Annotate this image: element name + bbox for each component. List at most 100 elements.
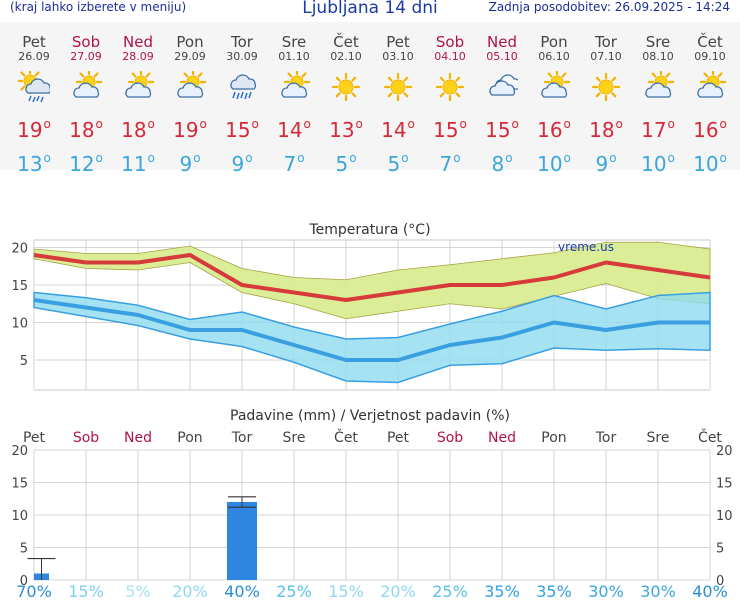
min-temp-value: 7 bbox=[283, 152, 297, 176]
day-column: Čet 02.10 13o 5o bbox=[320, 22, 372, 176]
max-temp: 15o bbox=[424, 113, 476, 141]
min-temp: 5o bbox=[320, 147, 372, 175]
degree-mark: o bbox=[147, 117, 155, 131]
precip-day-label: Ned bbox=[124, 430, 152, 446]
degree-mark: o bbox=[459, 117, 467, 131]
day-name: Pon bbox=[176, 33, 204, 51]
precip-day-label: Čet bbox=[698, 428, 722, 446]
sun-cloud-rain-icon bbox=[18, 71, 50, 103]
degree-mark: o bbox=[719, 117, 727, 131]
degree-mark: o bbox=[615, 117, 623, 131]
day-date: 04.10 bbox=[434, 50, 466, 63]
max-temp: 15o bbox=[476, 113, 528, 141]
min-temp-band bbox=[33, 291, 711, 384]
precip-day-label: Pon bbox=[541, 430, 566, 446]
min-temp: 5o bbox=[372, 147, 424, 175]
max-temp-value: 15 bbox=[485, 118, 511, 142]
max-temp-value: 16 bbox=[693, 118, 719, 142]
day-name: Sre bbox=[281, 33, 307, 51]
max-temp-value: 14 bbox=[277, 118, 303, 142]
min-temp-value: 11 bbox=[121, 152, 147, 176]
max-temp: 19o bbox=[8, 113, 60, 141]
precip-day-label: Pon bbox=[177, 430, 202, 446]
max-temp-value: 15 bbox=[433, 118, 459, 142]
max-temp: 16o bbox=[684, 113, 736, 141]
precip-probability: 70% bbox=[16, 582, 52, 600]
day-name: Pon bbox=[540, 33, 568, 51]
day-column: Tor 07.10 18o 9o bbox=[580, 22, 632, 176]
max-temp: 17o bbox=[632, 113, 684, 141]
precip-probability: 15% bbox=[68, 582, 104, 600]
precip-probability: 30% bbox=[588, 582, 624, 600]
day-column: Ned 05.10 15o 8o bbox=[476, 22, 528, 176]
day-name: Sob bbox=[71, 33, 101, 51]
sunny-icon bbox=[435, 72, 465, 102]
max-temp-value: 15 bbox=[225, 118, 251, 142]
max-temp-value: 14 bbox=[381, 118, 407, 142]
temp-y-tick: 15 bbox=[11, 279, 28, 294]
precip-day-label: Ned bbox=[488, 430, 516, 446]
degree-mark: o bbox=[407, 117, 415, 131]
day-date: 03.10 bbox=[382, 50, 414, 63]
precip-day-label: Tor bbox=[595, 430, 617, 446]
precip-day-label: Sre bbox=[647, 430, 670, 446]
partly-cloudy-icon bbox=[281, 71, 310, 98]
last-updated: Zadnja posodobitev: 26.09.2025 - 14:24 bbox=[488, 0, 730, 14]
day-column: Pon 06.10 16o 10o bbox=[528, 22, 580, 176]
degree-mark: o bbox=[43, 151, 51, 165]
precip-probability: 35% bbox=[484, 582, 520, 600]
precip-probability: 15% bbox=[328, 582, 364, 600]
max-temp-value: 16 bbox=[537, 118, 563, 142]
degree-mark: o bbox=[303, 117, 311, 131]
day-date: 07.10 bbox=[590, 50, 622, 63]
precip-probability: 25% bbox=[276, 582, 312, 600]
day-column: Pon 29.09 19o 9o bbox=[164, 22, 216, 176]
max-temp-line bbox=[33, 253, 711, 302]
day-column: Ned 28.09 18o 11o bbox=[112, 22, 164, 176]
degree-mark: o bbox=[511, 117, 519, 131]
max-temp: 14o bbox=[268, 113, 320, 141]
day-name: Čet bbox=[697, 33, 723, 51]
cloudy-icon bbox=[489, 74, 518, 96]
max-temp: 18o bbox=[60, 113, 112, 141]
day-name: Sob bbox=[435, 33, 465, 51]
precip-probability: 40% bbox=[224, 582, 260, 600]
max-temp-value: 19 bbox=[173, 118, 199, 142]
day-name: Ned bbox=[487, 33, 517, 51]
partly-cloudy-icon bbox=[697, 71, 726, 98]
day-column: Sob 27.09 18o 12o bbox=[60, 22, 112, 176]
precip-day-label: Sre bbox=[283, 430, 306, 446]
day-name: Pet bbox=[386, 33, 410, 51]
precip-y-tick: 20 bbox=[11, 444, 28, 459]
min-temp: 13o bbox=[8, 147, 60, 175]
min-temp-value: 9 bbox=[595, 152, 609, 176]
precip-y-tick-right: 10 bbox=[716, 509, 733, 524]
precip-day-label: Pet bbox=[23, 430, 46, 446]
min-temp-value: 5 bbox=[335, 152, 349, 176]
partly-cloudy-icon bbox=[73, 71, 102, 98]
min-temp: 10o bbox=[684, 147, 736, 175]
day-date: 28.09 bbox=[122, 50, 154, 63]
temp-chart-title: Temperatura (°C) bbox=[308, 222, 430, 238]
min-temp: 9o bbox=[580, 147, 632, 175]
degree-mark: o bbox=[251, 117, 259, 131]
degree-mark: o bbox=[199, 117, 207, 131]
min-temp: 11o bbox=[112, 147, 164, 175]
min-temp-value: 8 bbox=[491, 152, 505, 176]
precip-y-tick: 5 bbox=[20, 542, 28, 557]
partly-cloudy-icon bbox=[541, 71, 570, 98]
max-temp: 15o bbox=[216, 113, 268, 141]
degree-mark: o bbox=[43, 117, 51, 131]
precip-day-label: Sob bbox=[73, 430, 99, 446]
day-date: 27.09 bbox=[70, 50, 102, 63]
min-temp-value: 10 bbox=[693, 152, 719, 176]
temp-y-tick: 20 bbox=[11, 242, 28, 257]
day-column: Pet 03.10 14o 5o bbox=[372, 22, 424, 176]
min-temp-value: 9 bbox=[179, 152, 193, 176]
day-column: Pet 26.09 19o 13o bbox=[8, 22, 60, 176]
min-temp-value: 7 bbox=[439, 152, 453, 176]
min-temp: 8o bbox=[476, 147, 528, 175]
min-temp: 10o bbox=[528, 147, 580, 175]
degree-mark: o bbox=[667, 151, 675, 165]
